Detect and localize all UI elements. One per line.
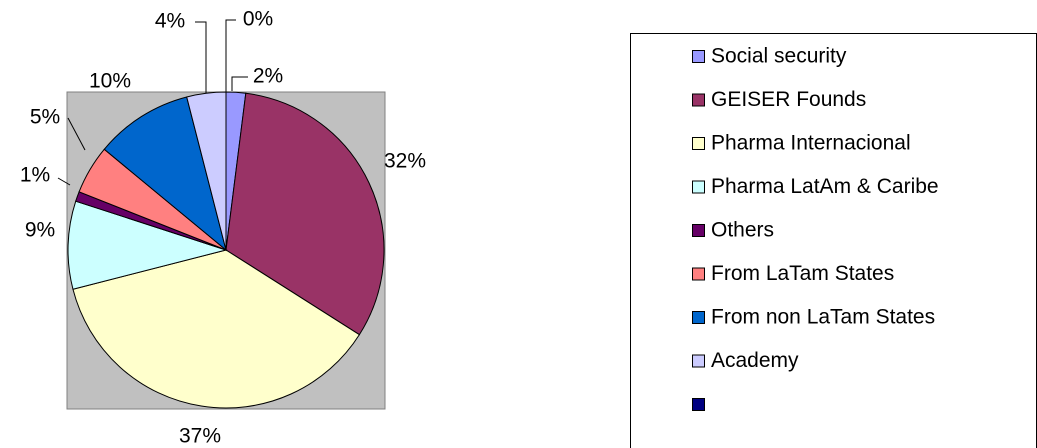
legend-label: GEISER Founds bbox=[711, 88, 866, 111]
legend-swatch bbox=[692, 50, 705, 63]
legend-swatch bbox=[692, 354, 705, 368]
legend-swatch bbox=[692, 267, 705, 281]
data-label: 32% bbox=[384, 150, 426, 173]
legend-label: From LaTam States bbox=[711, 262, 894, 285]
legend-swatch bbox=[692, 180, 705, 194]
legend-swatch bbox=[692, 137, 705, 150]
data-label: 10% bbox=[89, 70, 131, 93]
legend-label: Pharma LatAm & Caribe bbox=[711, 175, 939, 198]
data-label: 37% bbox=[179, 425, 221, 448]
legend-label: From non LaTam States bbox=[711, 306, 935, 329]
legend-label: Others bbox=[711, 219, 774, 242]
legend-swatch bbox=[692, 311, 705, 324]
legend-swatch bbox=[692, 224, 705, 237]
pie-slice bbox=[67, 200, 228, 290]
legend-label: Academy bbox=[711, 349, 799, 372]
leader-line bbox=[67, 117, 86, 151]
legend-label: Social security bbox=[711, 45, 847, 68]
pie-slice bbox=[103, 96, 227, 252]
leader-line bbox=[57, 177, 71, 186]
leader-line bbox=[195, 21, 207, 93]
data-label: 5% bbox=[30, 106, 60, 129]
data-label: 2% bbox=[253, 65, 283, 88]
pie-slice bbox=[72, 249, 361, 409]
data-label: 4% bbox=[155, 10, 185, 33]
legend-label: Pharma Internacional bbox=[711, 132, 911, 155]
data-label: 0% bbox=[243, 8, 273, 31]
legend-swatch bbox=[692, 398, 705, 411]
data-label: 9% bbox=[25, 219, 55, 242]
legend-swatch bbox=[692, 93, 705, 107]
leader-line bbox=[231, 76, 248, 91]
leader-line bbox=[225, 19, 236, 92]
pie-slice bbox=[225, 92, 385, 336]
data-label: 1% bbox=[20, 164, 50, 187]
